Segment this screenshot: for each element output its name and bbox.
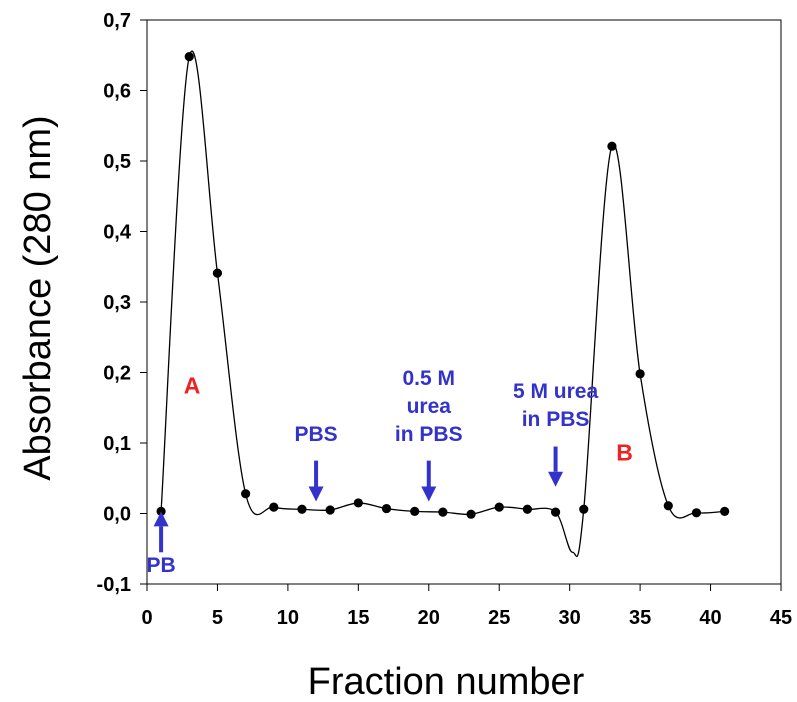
data-point xyxy=(184,52,194,62)
arrow-head xyxy=(421,486,437,502)
arrow-label: 5 M urea xyxy=(513,380,599,403)
x-tick-label: 5 xyxy=(212,607,223,629)
arrow-label: 0.5 M xyxy=(403,367,456,390)
y-axis-title: Absorbance (280 nm) xyxy=(17,115,59,480)
x-tick-label: 10 xyxy=(277,607,299,629)
data-point xyxy=(297,504,307,514)
y-tick-label: 0,0 xyxy=(103,504,131,526)
data-point xyxy=(607,141,617,151)
x-tick-label: 35 xyxy=(629,607,651,629)
absorbance-curve xyxy=(160,50,725,558)
data-point xyxy=(663,501,673,511)
arrow-label: in PBS xyxy=(395,423,463,446)
arrow-label: PBS xyxy=(294,423,337,446)
data-point xyxy=(156,506,166,516)
y-tick-label: 0,7 xyxy=(103,10,131,32)
data-point xyxy=(353,498,363,508)
peak-label-A: A xyxy=(184,373,201,399)
y-tick-label: 0,4 xyxy=(103,222,132,244)
plot-area xyxy=(156,50,730,558)
data-point xyxy=(269,502,279,512)
data-point xyxy=(212,268,223,278)
buffer-arrow-pb: PB xyxy=(146,511,176,577)
annotations: A B PB PBS 0.5 M urea in PBS 5 M urea in PBS xyxy=(146,367,632,577)
buffer-arrow-pbs: PBS xyxy=(294,423,338,502)
x-tick-label: 30 xyxy=(559,607,581,629)
data-point xyxy=(691,508,702,518)
plot-frame xyxy=(146,19,782,585)
data-point xyxy=(381,503,392,514)
data-point xyxy=(241,489,251,499)
y-tick-label: 0,3 xyxy=(103,292,131,314)
arrow-head xyxy=(153,511,169,527)
x-axis-title: Fraction number xyxy=(308,661,585,702)
data-point xyxy=(579,504,589,514)
data-point xyxy=(494,502,504,512)
arrow-label: PB xyxy=(146,554,175,577)
x-tick-label: 25 xyxy=(488,607,510,629)
data-point xyxy=(635,369,645,379)
y-tick-label: -0,1 xyxy=(97,574,131,596)
x-tick-label: 40 xyxy=(699,607,721,629)
arrow-head xyxy=(548,471,564,487)
data-point xyxy=(466,509,476,519)
x-tick-label: 45 xyxy=(770,607,792,629)
y-tick-label: 0,6 xyxy=(103,81,131,103)
x-tick-label: 0 xyxy=(141,607,152,629)
buffer-arrow-urea5: 5 M urea in PBS xyxy=(513,380,599,487)
y-tick-label: 0,5 xyxy=(103,151,131,173)
arrow-label: urea xyxy=(407,395,452,418)
data-point xyxy=(325,505,335,515)
x-tick-label: 15 xyxy=(347,607,369,629)
data-point xyxy=(410,506,420,516)
arrow-label: in PBS xyxy=(522,408,590,431)
buffer-arrow-urea05: 0.5 M urea in PBS xyxy=(395,367,463,502)
data-point xyxy=(438,507,448,517)
data-point xyxy=(522,504,533,514)
axes: 0 5 10 15 20 25 30 35 40 45 -0,1 0,0 0,1 0,2 0,3 0,4 0,5… xyxy=(97,10,793,629)
data-point xyxy=(550,507,561,517)
x-tick-label: 20 xyxy=(418,607,440,629)
arrow-head xyxy=(308,486,324,502)
data-point xyxy=(720,506,730,516)
peak-label-B: B xyxy=(616,440,633,466)
y-tick-label: 0,2 xyxy=(103,363,131,385)
y-tick-label: 0,1 xyxy=(103,433,131,455)
